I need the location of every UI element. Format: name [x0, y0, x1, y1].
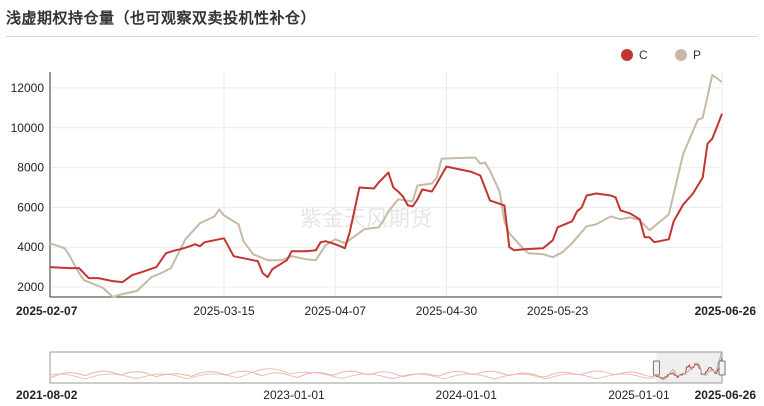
y-tick-label: 12000	[11, 81, 45, 95]
y-tick-label: 4000	[17, 240, 44, 254]
navigator-tick-label: 2025-06-26	[695, 388, 757, 402]
y-tick-label: 6000	[17, 200, 44, 214]
chart-title: 浅虚期权持仓量（也可观察双卖投机性补仓）	[6, 9, 317, 27]
x-tick-label: 2025-04-07	[305, 304, 367, 318]
navigator-tick-label: 2025-01-01	[608, 388, 670, 402]
x-tick-label: 2025-02-07	[16, 304, 78, 318]
title-divider	[6, 36, 758, 37]
legend-item-C[interactable]: C	[621, 48, 648, 62]
navigator-selected-P	[656, 352, 723, 381]
navigator-series-C	[49, 370, 657, 379]
x-tick-label: 2025-06-26	[695, 304, 757, 318]
legend-label-P: P	[693, 48, 701, 62]
x-tick-label: 2025-04-30	[416, 304, 478, 318]
navigator-tick-label: 2023-01-01	[263, 388, 325, 402]
x-tick-label: 2025-03-15	[193, 304, 255, 318]
y-tick-label: 10000	[11, 121, 45, 135]
x-axis: 2025-02-07 2025-03-15 2025-04-07 2025-04-30…	[16, 296, 757, 318]
series-line-C	[49, 113, 723, 284]
x-tick-label: 2025-05-23	[527, 304, 589, 318]
navigator-frame	[49, 351, 723, 384]
legend-marker-P	[675, 49, 687, 61]
y-tick-label: 2000	[17, 280, 44, 294]
series-line-P	[49, 74, 723, 298]
legend-label-C: C	[639, 48, 648, 62]
navigator-tick-label: 2021-08-02	[16, 388, 78, 402]
range-navigator[interactable]: 2021-08-02 2023-01-01 2024-01-01 2025-01-01…	[16, 351, 757, 402]
legend-marker-C	[621, 49, 633, 61]
navigator-tick-label: 2024-01-01	[436, 388, 498, 402]
legend-item-P[interactable]: P	[675, 48, 701, 62]
navigator-handle-left[interactable]	[652, 360, 660, 376]
navigator-selection[interactable]	[656, 352, 722, 383]
series-group	[49, 74, 723, 298]
watermark: 紫金天风期货	[300, 207, 432, 232]
navigator-handle-right[interactable]	[718, 360, 726, 376]
y-axis: 2000 4000 6000 8000 10000 12000	[11, 72, 51, 297]
y-tick-label: 8000	[17, 161, 44, 175]
grid-lines	[49, 72, 723, 297]
